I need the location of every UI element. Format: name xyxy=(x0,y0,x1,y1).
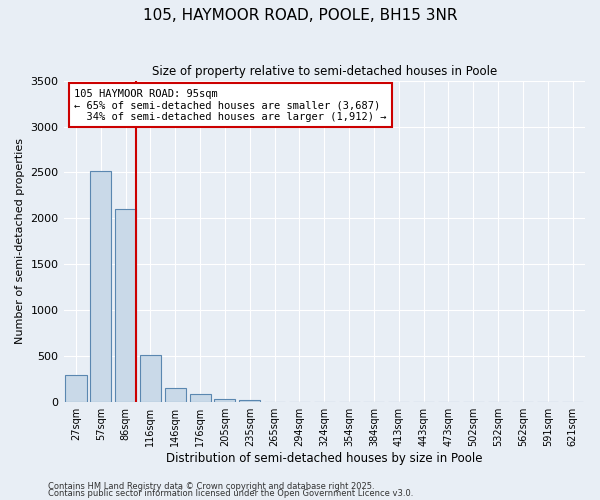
X-axis label: Distribution of semi-detached houses by size in Poole: Distribution of semi-detached houses by … xyxy=(166,452,482,465)
Title: Size of property relative to semi-detached houses in Poole: Size of property relative to semi-detach… xyxy=(152,65,497,78)
Bar xyxy=(190,394,211,402)
Y-axis label: Number of semi-detached properties: Number of semi-detached properties xyxy=(15,138,25,344)
Bar xyxy=(165,388,186,402)
Bar xyxy=(140,356,161,402)
Bar xyxy=(90,170,112,402)
Text: Contains public sector information licensed under the Open Government Licence v3: Contains public sector information licen… xyxy=(48,489,413,498)
Text: 105 HAYMOOR ROAD: 95sqm
← 65% of semi-detached houses are smaller (3,687)
  34% : 105 HAYMOOR ROAD: 95sqm ← 65% of semi-de… xyxy=(74,88,386,122)
Text: 105, HAYMOOR ROAD, POOLE, BH15 3NR: 105, HAYMOOR ROAD, POOLE, BH15 3NR xyxy=(143,8,457,22)
Bar xyxy=(115,209,136,402)
Bar xyxy=(65,374,86,402)
Bar xyxy=(239,400,260,402)
Bar xyxy=(214,398,235,402)
Text: Contains HM Land Registry data © Crown copyright and database right 2025.: Contains HM Land Registry data © Crown c… xyxy=(48,482,374,491)
